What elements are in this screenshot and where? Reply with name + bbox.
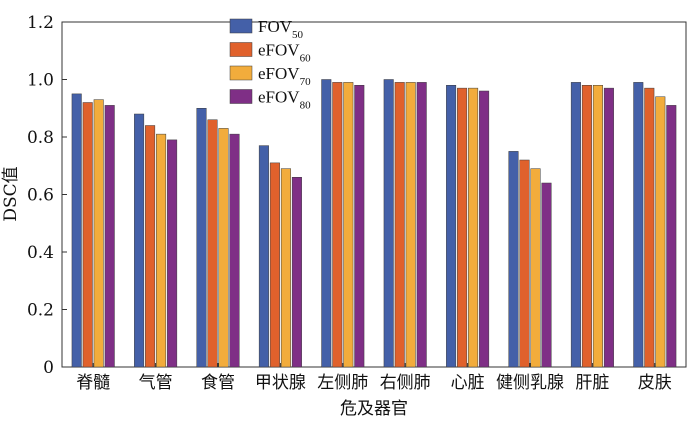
- bar-2-3: [207, 119, 218, 368]
- bar-series: [71, 79, 677, 368]
- x-tick-label: 食管: [201, 373, 235, 393]
- bar-2-2: [145, 125, 156, 368]
- x-tick-label: 气管: [139, 373, 173, 393]
- bar-2-10: [644, 87, 655, 368]
- y-tick-label: 0: [43, 358, 54, 378]
- bar-3-3: [218, 128, 229, 368]
- bar-2-7: [457, 87, 468, 368]
- legend-label-1: FOV50: [258, 17, 304, 41]
- x-tick-label: 脊髓: [76, 373, 110, 393]
- bar-1-10: [633, 82, 644, 368]
- bar-4-2: [167, 139, 178, 368]
- plot-area: [61, 21, 687, 368]
- bar-4-5: [354, 85, 365, 368]
- bar-4-8: [541, 182, 552, 368]
- x-tick-label: 右侧肺: [380, 373, 431, 393]
- bar-2-8: [519, 159, 530, 368]
- bar-3-8: [530, 168, 541, 368]
- bar-1-3: [196, 108, 207, 368]
- y-tick-label: 1.2: [27, 13, 54, 33]
- x-tick-label: 左侧肺: [317, 373, 368, 393]
- bar-2-6: [394, 82, 405, 368]
- x-axis: 脊髓 气管 食管 甲状腺 左侧肺 右侧肺 心脏 健侧乳腺 肝脏 皮肤: [76, 373, 672, 393]
- y-axis-title: DSC值: [1, 166, 21, 221]
- bar-4-7: [479, 90, 490, 368]
- x-tick-label: 肝脏: [575, 373, 609, 393]
- bar-3-4: [280, 168, 291, 368]
- bar-4-10: [666, 105, 677, 368]
- bar-2-1: [82, 102, 93, 368]
- y-tick-label: 1.0: [27, 71, 54, 91]
- legend-swatch-4: [229, 89, 253, 104]
- y-tick-label: 0.6: [27, 186, 54, 206]
- legend-swatch-2: [229, 42, 253, 57]
- legend-label-4: eFOV80: [258, 88, 311, 112]
- x-tick-label: 甲状腺: [255, 373, 306, 393]
- bar-1-2: [134, 113, 145, 368]
- bar-2-9: [581, 85, 592, 368]
- legend-swatch-3: [229, 65, 253, 81]
- legend-swatch-1: [229, 18, 253, 34]
- bar-3-6: [405, 82, 416, 368]
- bar-1-1: [71, 93, 82, 368]
- legend-label-3: eFOV70: [258, 64, 311, 88]
- x-tick-label: 心脏: [451, 373, 485, 393]
- y-tick-label: 0.4: [27, 243, 54, 263]
- bar-3-2: [156, 133, 167, 368]
- bar-2-5: [332, 82, 343, 368]
- legend-label-2: eFOV60: [258, 41, 311, 65]
- x-tick-label: 健侧乳腺: [496, 373, 564, 393]
- y-tick-label: 0.8: [27, 128, 54, 148]
- bar-3-5: [343, 82, 354, 368]
- x-axis-title: 危及器官: [340, 399, 408, 419]
- bar-1-9: [570, 82, 581, 368]
- bar-4-1: [104, 105, 115, 368]
- y-tick-label: 0.2: [27, 301, 54, 321]
- bar-1-5: [321, 79, 332, 368]
- bar-2-4: [269, 162, 280, 368]
- bar-1-4: [258, 145, 269, 368]
- bar-4-9: [603, 87, 614, 368]
- bar-1-6: [383, 79, 394, 368]
- bar-3-7: [468, 87, 479, 368]
- bar-3-10: [655, 96, 666, 368]
- bar-1-7: [446, 85, 457, 368]
- bar-3-9: [592, 85, 603, 368]
- y-axis: 0 0.2 0.4 0.6 0.8 1.0 1.2: [27, 13, 67, 378]
- bar-3-1: [93, 99, 104, 368]
- bar-1-8: [508, 151, 519, 368]
- bar-4-3: [229, 133, 240, 368]
- bar-4-6: [416, 82, 427, 368]
- x-tick-label: 皮肤: [638, 373, 672, 393]
- bar-4-4: [291, 177, 302, 368]
